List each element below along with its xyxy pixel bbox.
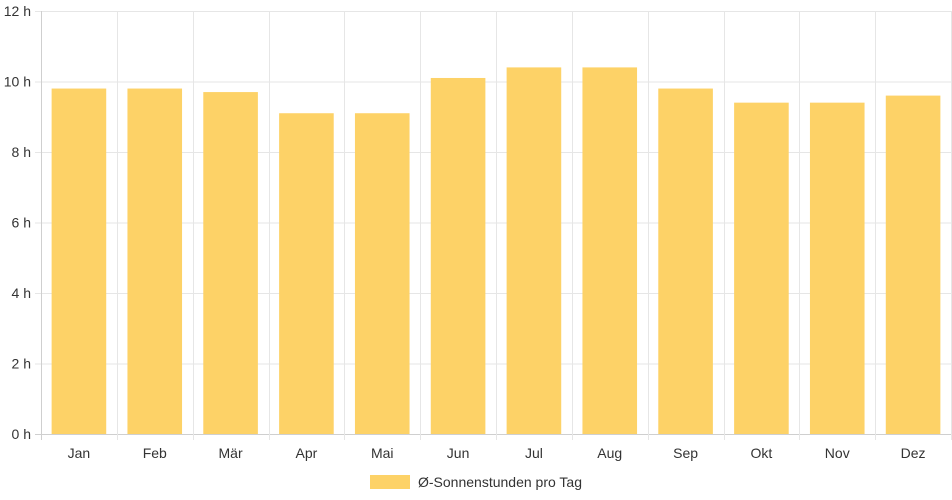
y-tick-label: 12 h bbox=[4, 3, 31, 19]
bar-apr[interactable] bbox=[279, 113, 334, 434]
x-tick-label: Dez bbox=[901, 445, 926, 461]
legend[interactable]: Ø-Sonnenstunden pro Tag bbox=[0, 472, 952, 492]
y-tick-label: 4 h bbox=[12, 285, 31, 301]
bar-nov[interactable] bbox=[809, 102, 865, 435]
x-tick-label: Nov bbox=[825, 445, 850, 461]
y-tick-label: 6 h bbox=[12, 215, 31, 231]
y-tick-label: 0 h bbox=[12, 426, 31, 442]
bar-series bbox=[51, 67, 941, 435]
bar-okt[interactable] bbox=[734, 102, 789, 435]
bar-mär[interactable] bbox=[203, 92, 258, 434]
bar-chart: 0 h2 h4 h6 h8 h10 h12 h Jan Feb Mär Apr Mai J… bbox=[4, 3, 952, 461]
bar-jul[interactable] bbox=[506, 67, 562, 435]
bar-jan[interactable] bbox=[51, 88, 107, 435]
legend-swatch bbox=[370, 475, 410, 489]
x-axis-ticks: Jan Feb Mär Apr Mai Jun Jul Aug Sep Okt Nov Dez bbox=[68, 445, 926, 461]
bar-mai[interactable] bbox=[354, 113, 410, 434]
x-tick-label: Aug bbox=[597, 445, 622, 461]
x-tick-label: Sep bbox=[673, 445, 698, 461]
y-tick-label: 2 h bbox=[12, 356, 31, 372]
y-tick-label: 8 h bbox=[12, 144, 31, 160]
legend-label: Ø-Sonnenstunden pro Tag bbox=[418, 474, 582, 490]
x-tick-label: Mai bbox=[371, 445, 394, 461]
grid-lines bbox=[35, 11, 952, 440]
bar-jun[interactable] bbox=[430, 77, 486, 434]
y-tick-label: 10 h bbox=[4, 74, 31, 90]
x-tick-label: Feb bbox=[143, 445, 167, 461]
y-axis-ticks: 0 h 2 h 4 h 6 h 8 h 10 h 12 h bbox=[4, 3, 31, 442]
bar-aug[interactable] bbox=[582, 67, 638, 435]
x-tick-label: Okt bbox=[751, 445, 773, 461]
x-tick-label: Mär bbox=[219, 445, 243, 461]
x-tick-label: Jun bbox=[447, 445, 470, 461]
x-tick-label: Jul bbox=[525, 445, 543, 461]
x-tick-label: Jan bbox=[68, 445, 91, 461]
bar-dez[interactable] bbox=[885, 95, 941, 434]
bar-feb[interactable] bbox=[127, 88, 183, 435]
bar-sep[interactable] bbox=[658, 88, 713, 435]
x-tick-label: Apr bbox=[296, 445, 318, 461]
